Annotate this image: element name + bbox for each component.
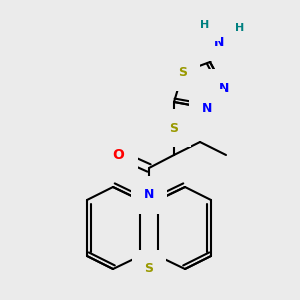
Text: H: H — [236, 23, 244, 33]
Text: H: H — [200, 20, 210, 30]
Text: N: N — [202, 101, 212, 115]
Text: S: S — [178, 65, 188, 79]
Text: O: O — [112, 148, 124, 162]
Text: S: S — [169, 122, 178, 134]
Text: N: N — [219, 82, 229, 94]
Text: S: S — [145, 262, 154, 275]
Text: N: N — [144, 188, 154, 202]
Text: N: N — [214, 35, 224, 49]
